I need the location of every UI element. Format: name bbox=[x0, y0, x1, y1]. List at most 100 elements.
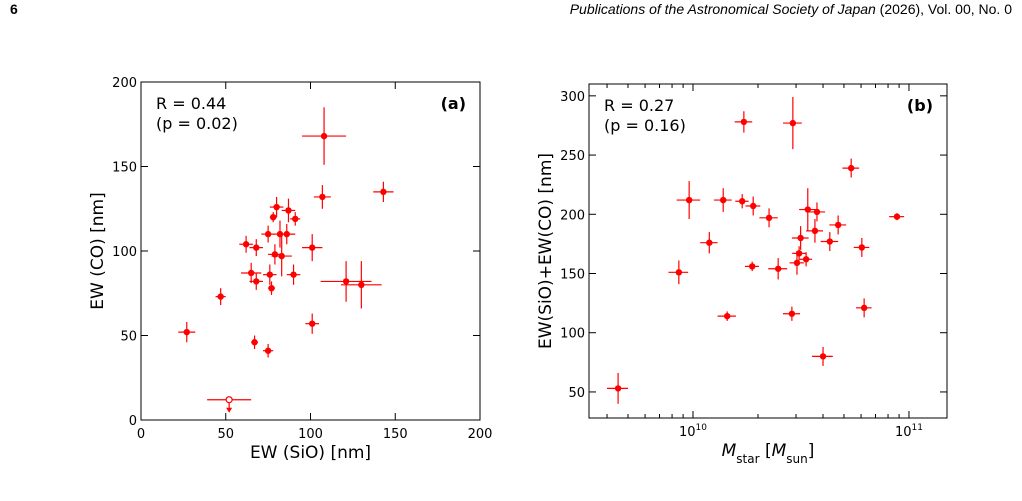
annotation: (p = 0.16) bbox=[604, 116, 686, 135]
data-point bbox=[740, 118, 748, 126]
x-axis-label: EW (SiO) [nm] bbox=[250, 443, 371, 463]
tick-base: 10 bbox=[679, 425, 696, 440]
upper-limit-arrowhead bbox=[226, 407, 233, 413]
y-axis-label: EW (CO) [nm] bbox=[88, 192, 108, 309]
data-point bbox=[278, 252, 285, 260]
data-point bbox=[706, 239, 713, 246]
data-point bbox=[264, 347, 272, 354]
data-point bbox=[273, 203, 280, 211]
tick-exponent: 11 bbox=[912, 423, 923, 433]
y-tick-label: 200 bbox=[560, 208, 585, 223]
journal-issue: (2026), Vol. 00, No. 0 bbox=[876, 1, 1012, 17]
data-point bbox=[675, 269, 683, 276]
label-part: sun bbox=[786, 452, 807, 466]
upper-limit-point bbox=[225, 396, 233, 404]
data-point bbox=[795, 250, 803, 257]
data-point bbox=[811, 227, 819, 235]
data-point bbox=[342, 278, 350, 285]
y-tick-label: 50 bbox=[120, 330, 137, 345]
data-point bbox=[858, 244, 866, 251]
y-tick-label: 150 bbox=[112, 161, 137, 176]
x-tick-label: 100 bbox=[298, 427, 323, 442]
data-point bbox=[860, 304, 868, 312]
panel-label: (b) bbox=[907, 96, 933, 115]
data-point bbox=[253, 278, 260, 285]
data-point bbox=[380, 188, 387, 196]
annotation: (p = 0.02) bbox=[156, 114, 238, 133]
data-point bbox=[685, 196, 693, 204]
data-point bbox=[802, 256, 810, 263]
data-point bbox=[308, 320, 316, 327]
data-point bbox=[739, 198, 746, 205]
page-number: 6 bbox=[10, 1, 18, 17]
annotation: R = 0.44 bbox=[156, 94, 226, 113]
data-point bbox=[749, 202, 757, 210]
data-point bbox=[723, 312, 731, 320]
data-point bbox=[893, 213, 901, 220]
data-point bbox=[813, 208, 821, 216]
data-point bbox=[283, 230, 290, 238]
x-tick-label: 0 bbox=[137, 427, 145, 442]
data-point bbox=[797, 234, 804, 242]
label-part: M bbox=[772, 441, 787, 461]
tick-base: 10 bbox=[895, 425, 912, 440]
data-point bbox=[834, 221, 842, 229]
data-point bbox=[720, 196, 727, 204]
y-tick-label: 250 bbox=[560, 149, 585, 164]
label-part: EW (SiO) [nm] bbox=[250, 443, 371, 463]
y-tick-label: 300 bbox=[560, 90, 585, 105]
data-point bbox=[285, 207, 292, 214]
data-point bbox=[268, 284, 275, 292]
data-point bbox=[292, 215, 299, 223]
data-point bbox=[251, 339, 258, 346]
y-tick-label: 200 bbox=[112, 76, 137, 91]
data-point bbox=[253, 244, 260, 251]
x-tick-label: 200 bbox=[468, 427, 493, 442]
annotation: R = 0.27 bbox=[604, 96, 674, 115]
y-tick-label: 0 bbox=[129, 414, 137, 429]
data-point bbox=[789, 119, 797, 127]
plot-frame bbox=[588, 83, 948, 419]
journal-name: Publications of the Astronomical Society… bbox=[570, 1, 876, 17]
y-tick-label: 100 bbox=[560, 327, 585, 342]
running-head: Publications of the Astronomical Society… bbox=[570, 1, 1013, 17]
data-point bbox=[793, 259, 801, 267]
data-point bbox=[774, 265, 782, 272]
data-point bbox=[847, 164, 855, 172]
label-part: star bbox=[736, 452, 759, 466]
data-point bbox=[266, 271, 274, 278]
label-part: [ bbox=[760, 441, 772, 461]
data-point bbox=[749, 263, 756, 270]
x-tick-label: 1011 bbox=[895, 423, 923, 440]
data-point bbox=[320, 132, 328, 140]
data-point bbox=[614, 385, 622, 392]
data-point bbox=[319, 193, 326, 201]
x-tick-label: 50 bbox=[217, 427, 234, 442]
x-axis-label: Mstar [Msun] bbox=[722, 441, 815, 466]
x-tick-label: 1010 bbox=[679, 423, 707, 440]
data-point bbox=[826, 238, 834, 245]
data-point bbox=[788, 310, 796, 317]
panel-label: (a) bbox=[441, 94, 466, 113]
y-tick-label: 100 bbox=[112, 245, 137, 260]
y-tick-label: 50 bbox=[568, 386, 585, 401]
data-point bbox=[217, 293, 224, 300]
data-point bbox=[358, 281, 365, 288]
label-part: M bbox=[722, 441, 737, 461]
data-point bbox=[247, 269, 255, 277]
data-point bbox=[264, 230, 272, 238]
data-point bbox=[765, 214, 773, 222]
data-point bbox=[183, 328, 190, 336]
data-point bbox=[308, 244, 316, 251]
label-part: ] bbox=[808, 441, 815, 461]
data-point bbox=[270, 214, 277, 221]
data-point bbox=[242, 241, 250, 248]
x-tick-label: 150 bbox=[383, 427, 408, 442]
tick-exponent: 10 bbox=[696, 423, 708, 433]
data-point bbox=[290, 271, 297, 278]
y-axis-label: EW(SiO)+EW(CO) [nm] bbox=[536, 153, 556, 349]
y-tick-label: 150 bbox=[560, 268, 585, 283]
chart: 0 50 100 150 200 0 50 100 150 200 EW (SiO) [nm] EW … bbox=[88, 76, 492, 463]
